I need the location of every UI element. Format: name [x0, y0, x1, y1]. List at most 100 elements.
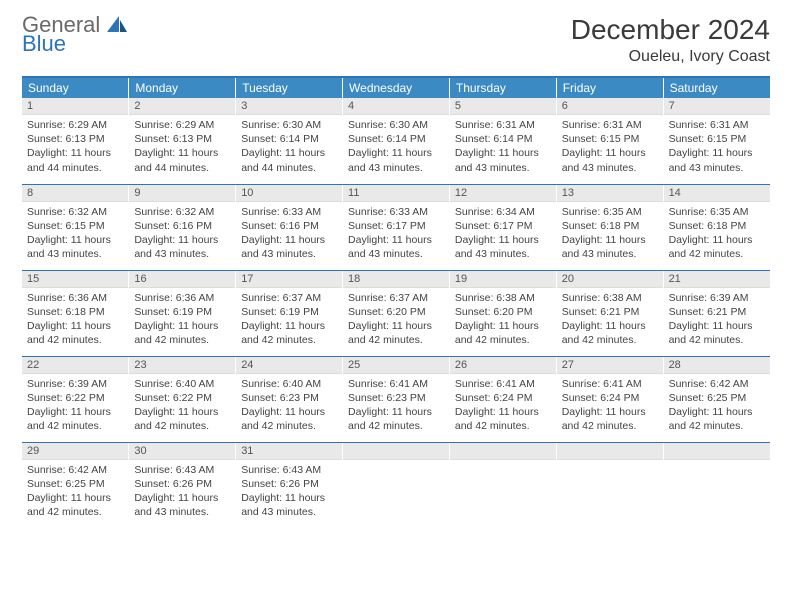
- day-number: 12: [450, 185, 556, 202]
- daylight-line: Daylight: 11 hours and 42 minutes.: [27, 492, 111, 518]
- day-details: Sunrise: 6:43 AM Sunset: 6:26 PM Daylight:…: [236, 460, 342, 524]
- daylight-line: Daylight: 11 hours and 42 minutes.: [562, 406, 646, 432]
- calendar-week: 15Sunrise: 6:36 AMSunset: 6:18 PMDayligh…: [22, 270, 770, 356]
- calendar-cell: 30Sunrise: 6:43 AMSunset: 6:26 PMDayligh…: [129, 442, 236, 528]
- col-tuesday: Tuesday: [236, 77, 343, 98]
- sunrise-line: Sunrise: 6:38 AM: [562, 292, 642, 304]
- sunset-line: Sunset: 6:18 PM: [562, 220, 640, 232]
- calendar-cell: 28Sunrise: 6:42 AMSunset: 6:25 PMDayligh…: [663, 356, 770, 442]
- daylight-line: Daylight: 11 hours and 42 minutes.: [348, 406, 432, 432]
- sunrise-line: Sunrise: 6:31 AM: [562, 119, 642, 131]
- daylight-line: Daylight: 11 hours and 43 minutes.: [241, 234, 325, 260]
- sunset-line: Sunset: 6:15 PM: [669, 133, 747, 145]
- calendar-cell: 24Sunrise: 6:40 AMSunset: 6:23 PMDayligh…: [236, 356, 343, 442]
- sunrise-line: Sunrise: 6:36 AM: [134, 292, 214, 304]
- day-details: Sunrise: 6:37 AMSunset: 6:20 PMDaylight:…: [343, 288, 449, 352]
- daylight-line: Daylight: 11 hours and 44 minutes.: [134, 147, 218, 173]
- sunset-line: Sunset: 6:26 PM: [134, 478, 212, 490]
- calendar-cell: 20Sunrise: 6:38 AMSunset: 6:21 PMDayligh…: [556, 270, 663, 356]
- sunrise-line: Sunrise: 6:43 AM: [241, 464, 321, 476]
- sunset-line: Sunset: 6:19 PM: [134, 306, 212, 318]
- day-details: Sunrise: 6:36 AMSunset: 6:18 PMDaylight:…: [22, 288, 128, 352]
- sunset-line: Sunset: 6:15 PM: [27, 220, 105, 232]
- sunrise-line: Sunrise: 6:32 AM: [27, 206, 107, 218]
- day-details: Sunrise: 6:38 AMSunset: 6:21 PMDaylight:…: [557, 288, 663, 352]
- sunrise-line: Sunrise: 6:41 AM: [455, 378, 535, 390]
- day-number: 9: [129, 185, 235, 202]
- calendar-cell: 5Sunrise: 6:31 AMSunset: 6:14 PMDaylight…: [449, 98, 556, 184]
- sunset-line: Sunset: 6:21 PM: [562, 306, 640, 318]
- calendar-cell: 15Sunrise: 6:36 AMSunset: 6:18 PMDayligh…: [22, 270, 129, 356]
- day-details: Sunrise: 6:35 AM Sunset: 6:18 PM Daylight:…: [664, 202, 770, 266]
- sunrise-line: Sunrise: 6:41 AM: [348, 378, 428, 390]
- calendar-cell: 4Sunrise: 6:30 AMSunset: 6:14 PMDaylight…: [343, 98, 450, 184]
- title-block: December 2024 Oueleu, Ivory Coast: [571, 14, 770, 66]
- calendar-cell: 21Sunrise: 6:39 AMSunset: 6:21 PMDayligh…: [663, 270, 770, 356]
- day-number: 6: [557, 98, 663, 115]
- sunrise-line: Sunrise: 6:43 AM: [134, 464, 214, 476]
- day-details: Sunrise: 6:29 AMSunset: 6:13 PMDaylight:…: [129, 115, 235, 179]
- day-number: 4: [343, 98, 449, 115]
- location-label: Oueleu, Ivory Coast: [571, 48, 770, 66]
- calendar-cell: 23Sunrise: 6:40 AMSunset: 6:22 PMDayligh…: [129, 356, 236, 442]
- day-details: Sunrise: 6:36 AMSunset: 6:19 PMDaylight:…: [129, 288, 235, 352]
- page-title: December 2024: [571, 14, 770, 46]
- col-monday: Monday: [129, 77, 236, 98]
- day-number: 29: [22, 443, 128, 460]
- calendar-cell: 31Sunrise: 6:43 AMSunset: 6:26 PMDayligh…: [236, 442, 343, 528]
- day-number: 16: [129, 271, 235, 288]
- sunrise-line: Sunrise: 6:41 AM: [562, 378, 642, 390]
- daylight-line: Daylight: 11 hours and 43 minutes.: [348, 147, 432, 173]
- day-details: Sunrise: 6:41 AMSunset: 6:23 PMDaylight:…: [343, 374, 449, 438]
- calendar-cell: 6 Sunrise: 6:31 AM Sunset: 6:15 PM Daylight…: [556, 98, 663, 184]
- col-thursday: Thursday: [449, 77, 556, 98]
- calendar-cell: [449, 442, 556, 528]
- day-details: Sunrise: 6:39 AMSunset: 6:21 PMDaylight:…: [664, 288, 770, 352]
- daylight-line: Daylight: 11 hours and 43 minutes.: [241, 492, 325, 518]
- sunset-line: Sunset: 6:21 PM: [669, 306, 747, 318]
- day-number: 17: [236, 271, 342, 288]
- col-saturday: Saturday: [663, 77, 770, 98]
- day-number: 11: [343, 185, 449, 202]
- day-details: Sunrise: 6:43 AMSunset: 6:26 PMDaylight:…: [129, 460, 235, 524]
- calendar-table: Sunday Monday Tuesday Wednesday Thursday…: [22, 76, 770, 528]
- daylight-line: Daylight: 11 hours and 43 minutes.: [562, 147, 646, 173]
- calendar-cell: 11Sunrise: 6:33 AMSunset: 6:17 PMDayligh…: [343, 184, 450, 270]
- empty-daynum: [664, 443, 770, 460]
- day-number: 13: [557, 185, 663, 202]
- sunrise-line: Sunrise: 6:42 AM: [27, 464, 107, 476]
- header: General Blue December 2024 Oueleu, Ivory…: [22, 14, 770, 66]
- day-number: 19: [450, 271, 556, 288]
- daylight-line: Daylight: 11 hours and 43 minutes.: [562, 234, 646, 260]
- daylight-line: Daylight: 11 hours and 42 minutes.: [669, 234, 753, 260]
- day-number: 8: [22, 185, 128, 202]
- brand-word2: Blue: [22, 31, 66, 56]
- sunrise-line: Sunrise: 6:39 AM: [669, 292, 749, 304]
- sunset-line: Sunset: 6:26 PM: [241, 478, 319, 490]
- day-number: 24: [236, 357, 342, 374]
- calendar-cell: 1Sunrise: 6:29 AMSunset: 6:13 PMDaylight…: [22, 98, 129, 184]
- sunrise-line: Sunrise: 6:30 AM: [348, 119, 428, 131]
- sunrise-line: Sunrise: 6:35 AM: [669, 206, 749, 218]
- sunset-line: Sunset: 6:15 PM: [562, 133, 640, 145]
- sunrise-line: Sunrise: 6:42 AM: [669, 378, 749, 390]
- calendar-cell: 9Sunrise: 6:32 AMSunset: 6:16 PMDaylight…: [129, 184, 236, 270]
- sunset-line: Sunset: 6:14 PM: [455, 133, 533, 145]
- day-number: 22: [22, 357, 128, 374]
- day-number: 27: [557, 357, 663, 374]
- sunset-line: Sunset: 6:22 PM: [134, 392, 212, 404]
- calendar-cell: 8Sunrise: 6:32 AMSunset: 6:15 PMDaylight…: [22, 184, 129, 270]
- calendar-cell: [663, 442, 770, 528]
- daylight-line: Daylight: 11 hours and 42 minutes.: [241, 320, 325, 346]
- day-number: 7: [664, 98, 770, 115]
- sunset-line: Sunset: 6:18 PM: [669, 220, 747, 232]
- calendar-week: 22 Sunrise: 6:39 AM Sunset: 6:22 PM Dayligh…: [22, 356, 770, 442]
- sunset-line: Sunset: 6:16 PM: [134, 220, 212, 232]
- calendar-cell: 18Sunrise: 6:37 AMSunset: 6:20 PMDayligh…: [343, 270, 450, 356]
- sunset-line: Sunset: 6:25 PM: [27, 478, 105, 490]
- sunrise-line: Sunrise: 6:39 AM: [27, 378, 107, 390]
- col-friday: Friday: [556, 77, 663, 98]
- day-details: Sunrise: 6:41 AMSunset: 6:24 PMDaylight:…: [450, 374, 556, 438]
- col-sunday: Sunday: [22, 77, 129, 98]
- calendar-cell: 2Sunrise: 6:29 AMSunset: 6:13 PMDaylight…: [129, 98, 236, 184]
